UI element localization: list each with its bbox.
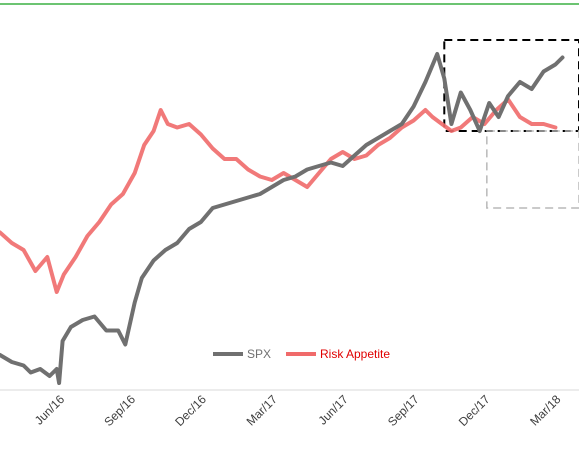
legend: SPX Risk Appetite (213, 347, 390, 361)
x-tick-label: Dec/17 (456, 392, 493, 429)
x-tick-label: Mar/17 (244, 392, 281, 429)
x-tick-label: Jun/16 (32, 392, 68, 428)
series-line-spx (0, 52, 565, 385)
x-tick-label: Mar/18 (527, 392, 564, 429)
highlight-box-dashed (443, 39, 579, 132)
x-tick-label: Sep/16 (101, 392, 138, 429)
legend-label-spx: SPX (247, 347, 271, 361)
x-tick-label: Jun/17 (315, 392, 351, 428)
x-axis-ticks: Jun/16 Sep/16 Dec/16 Mar/17 Jun/17 Sep/17 Dec/… (32, 392, 564, 429)
x-tick-label: Sep/17 (385, 392, 422, 429)
x-tick-label: Dec/16 (172, 392, 209, 429)
projection-box-dashed (486, 130, 579, 209)
series-layer (0, 52, 565, 385)
series-line-risk-appetite (0, 97, 558, 294)
legend-label-risk-appetite: Risk Appetite (320, 347, 390, 361)
